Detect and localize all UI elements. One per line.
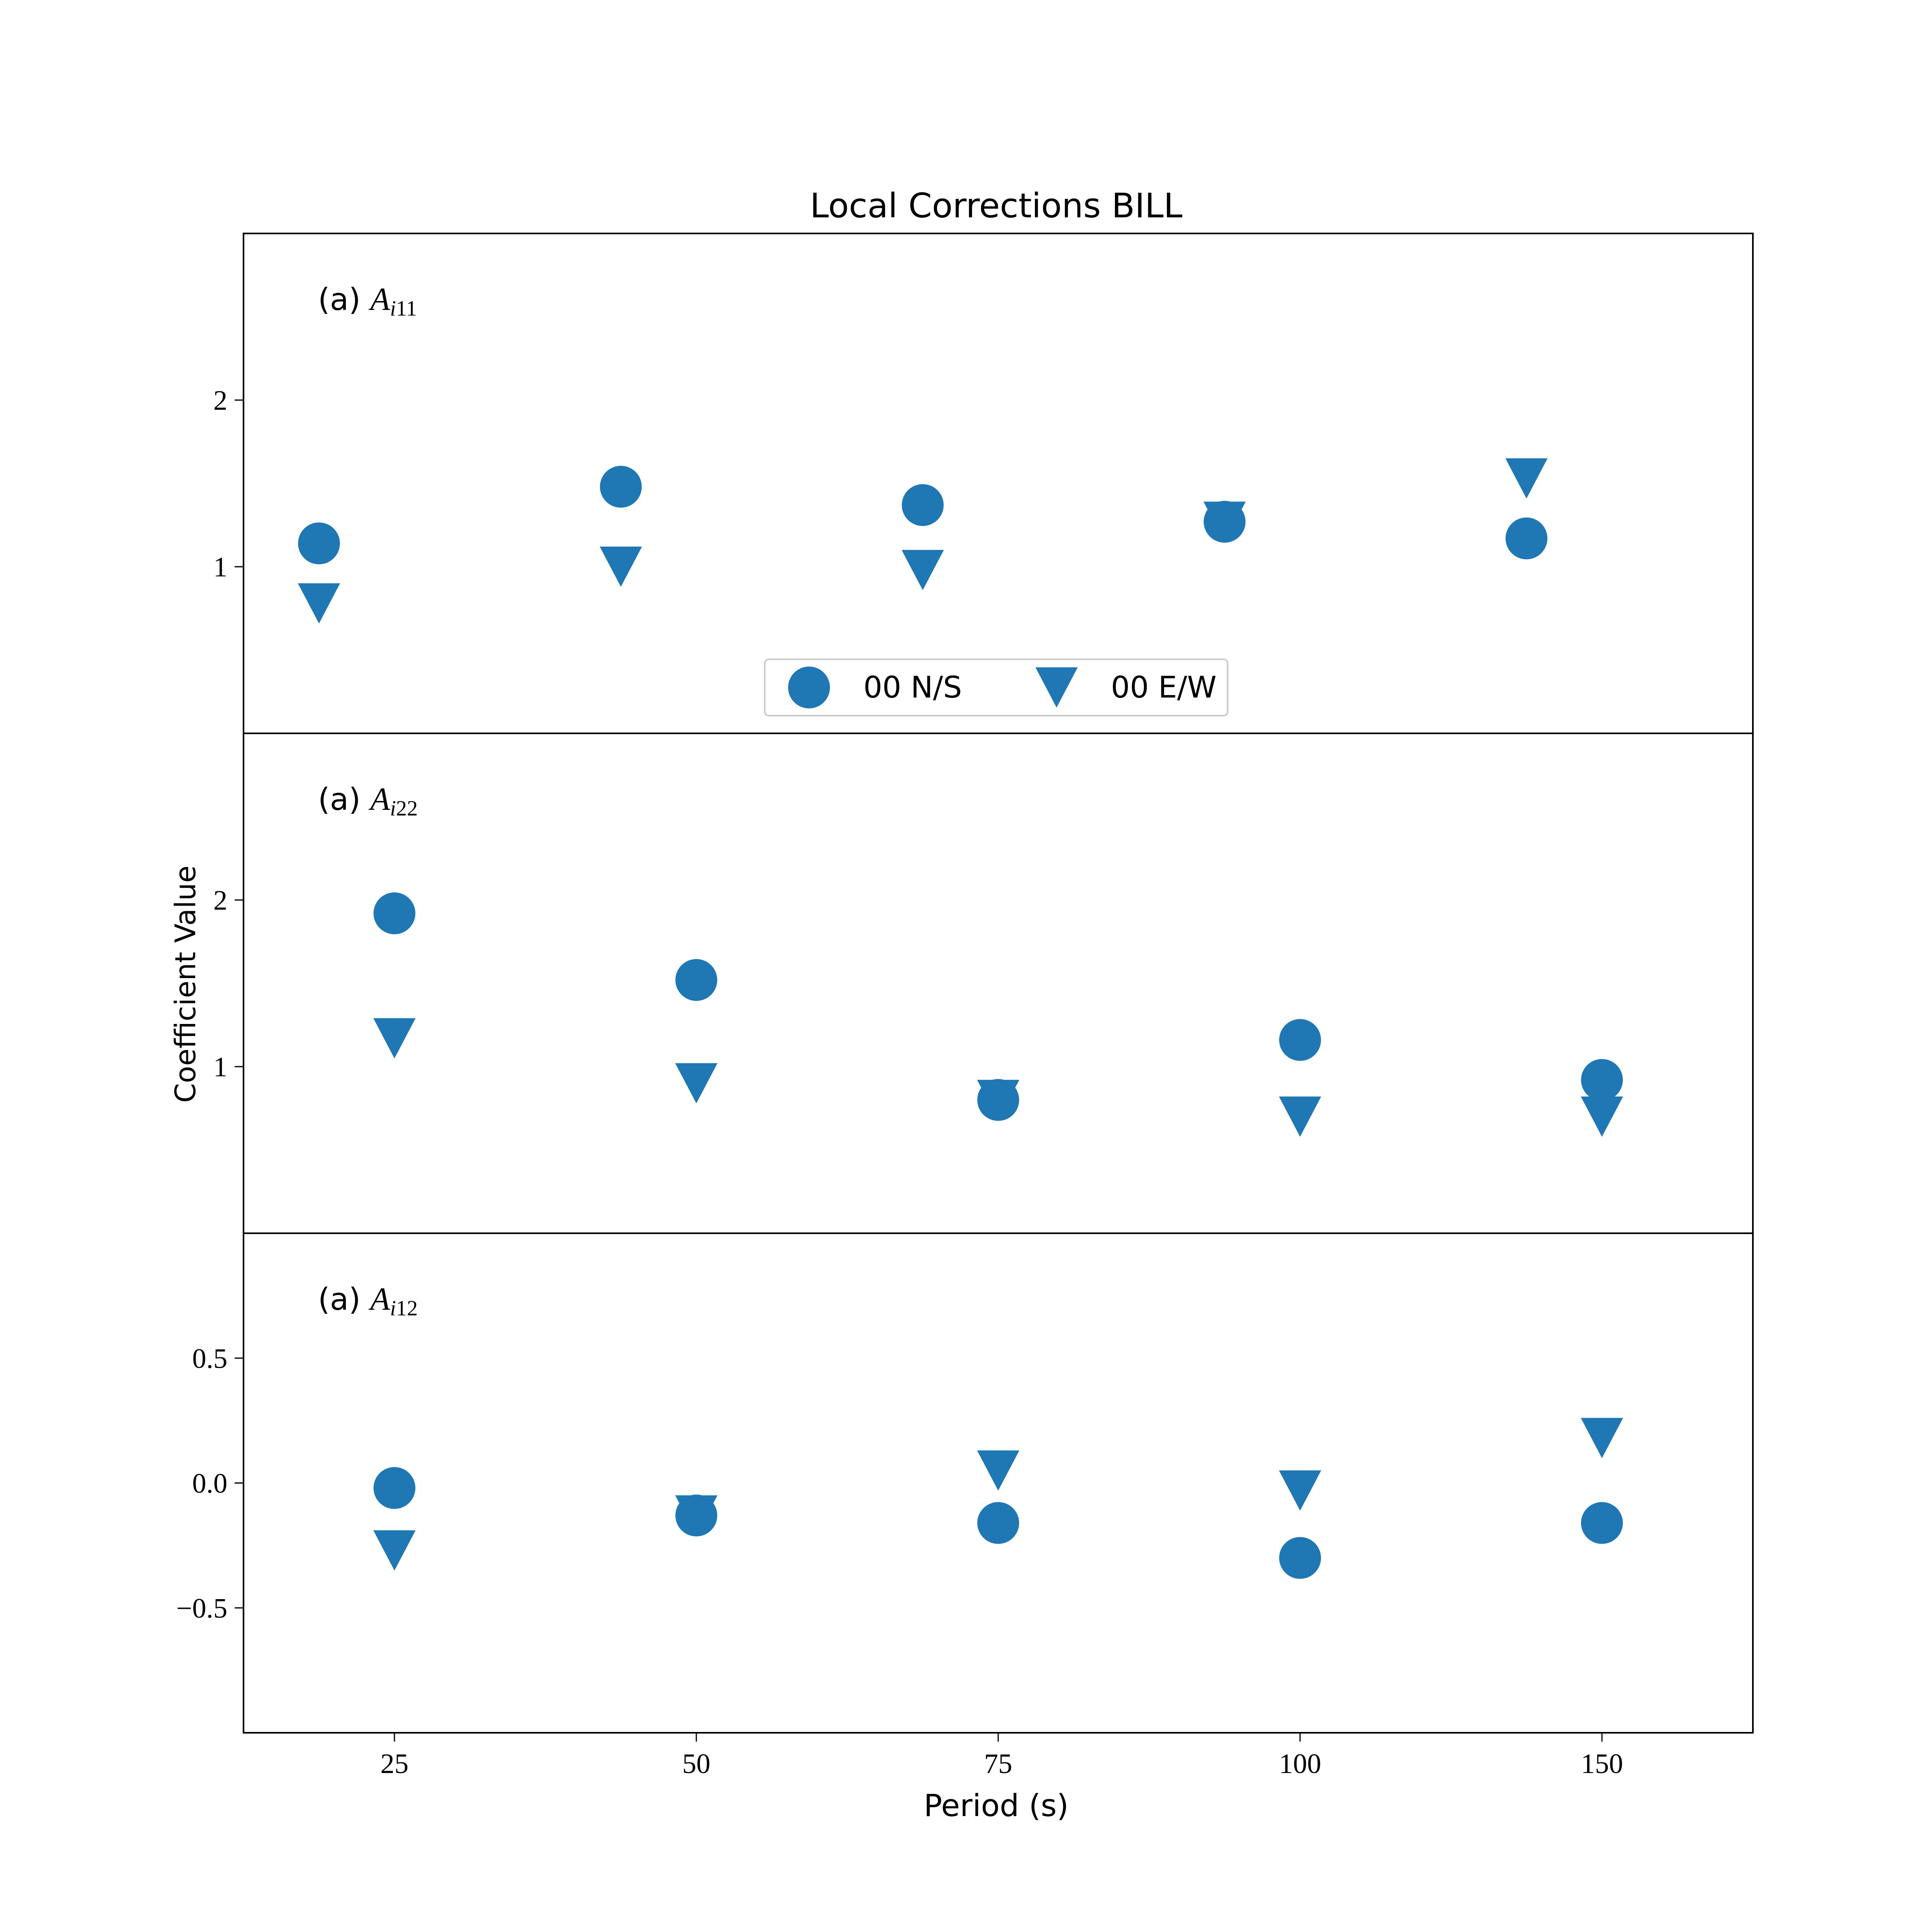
- ns-point-i12-100: [1279, 1537, 1321, 1579]
- panel-label-subscript-index: i: [390, 796, 396, 820]
- panel-i11: 1 2 (a) Ai11: [213, 233, 1754, 734]
- y-tick-label: 0.0: [192, 1468, 228, 1499]
- markers-i11: [298, 458, 1548, 624]
- panel-i22: 1 2 (a) Ai22: [213, 733, 1754, 1234]
- panel-label-prefix: (a): [318, 281, 370, 317]
- panel-label-subscript-index: i: [390, 1296, 396, 1320]
- legend-label: 00 E/W: [1111, 670, 1217, 705]
- ew-point-i11-25: [298, 583, 340, 624]
- legend-box: [764, 658, 1228, 716]
- x-tick-label: 75: [984, 1748, 1012, 1779]
- markers-i22: [373, 892, 1623, 1137]
- panel-i12: −0.5 0.0 0.5 (a) Ai12: [176, 1232, 1754, 1734]
- panel-label-variable: A: [368, 782, 390, 817]
- ew-point-i11-75: [902, 550, 944, 590]
- ns-point-i12-75: [977, 1502, 1019, 1544]
- ns-point-i11-50: [600, 466, 642, 508]
- ns-point-i11-75: [902, 484, 944, 526]
- x-tick-label: 100: [1279, 1748, 1321, 1779]
- ew-point-i22-150: [1581, 1096, 1623, 1137]
- legend-ew-marker: [1035, 667, 1078, 708]
- y-tick-label: 1: [213, 552, 227, 583]
- x-tick-label: 150: [1581, 1748, 1623, 1779]
- ew-point-i22-25: [373, 1018, 416, 1059]
- chart-title: Local Corrections BILL: [810, 186, 1183, 225]
- ns-point-i22-25: [374, 892, 415, 935]
- panel-label-subscript-digits: 12: [396, 1296, 418, 1320]
- ns-point-i22-50: [675, 959, 717, 1001]
- x-tick-label: 50: [682, 1748, 710, 1779]
- x-tick-label: 25: [380, 1748, 409, 1779]
- y-tick-label: 0.5: [192, 1343, 228, 1374]
- ns-point-i12-25: [374, 1467, 415, 1509]
- ew-point-i22-75: [977, 1080, 1020, 1120]
- ew-point-i11-50: [600, 547, 642, 587]
- panel-label-subscript-digits: 11: [396, 296, 417, 320]
- legend: 00 N/S 00 E/W: [764, 658, 1228, 716]
- markers-i12: [373, 1418, 1623, 1579]
- panel-label-i22: (a) Ai22: [318, 781, 418, 820]
- ew-point-i12-50: [675, 1495, 718, 1536]
- ns-point-i22-100: [1279, 1019, 1321, 1061]
- panel-label-variable: A: [368, 1282, 390, 1317]
- x-axis: 25 50 75 100 150: [380, 1733, 1623, 1779]
- panel-label-i12: (a) Ai12: [318, 1281, 418, 1320]
- ew-point-i12-150: [1581, 1418, 1623, 1458]
- ns-point-i11-150: [1505, 517, 1548, 559]
- y-axis-label: Coefficient Value: [169, 865, 202, 1103]
- ew-point-i22-50: [675, 1063, 718, 1104]
- ew-point-i12-75: [977, 1450, 1020, 1491]
- panel-label-subscript: i12: [390, 1296, 418, 1320]
- ns-point-i11-25: [298, 522, 340, 565]
- panel-label-prefix: (a): [318, 781, 370, 817]
- x-axis-label: Period (s): [924, 1788, 1069, 1823]
- y-tick-label: 1: [213, 1052, 227, 1083]
- legend-label: 00 N/S: [863, 670, 962, 705]
- y-tick-label: −0.5: [176, 1593, 227, 1624]
- ew-point-i12-100: [1279, 1470, 1321, 1511]
- y-tick-label: 2: [213, 385, 227, 416]
- ns-point-i12-150: [1581, 1502, 1623, 1544]
- panel-label-subscript: i11: [390, 296, 417, 320]
- panel-label-subscript-index: i: [390, 296, 396, 320]
- ew-point-i11-150: [1505, 458, 1548, 499]
- ns-point-i22-150: [1581, 1059, 1623, 1101]
- ew-point-i11-100: [1203, 502, 1246, 542]
- y-tick-label: 2: [213, 885, 227, 916]
- panel-label-i11: (a) Ai11: [318, 281, 417, 320]
- ew-point-i12-25: [373, 1530, 416, 1571]
- ew-point-i22-100: [1279, 1096, 1321, 1137]
- panel-label-subscript-digits: 22: [396, 796, 418, 820]
- panel-label-subscript: i22: [390, 796, 418, 820]
- panel-label-variable: A: [368, 282, 390, 317]
- legend-ns-marker: [788, 667, 830, 708]
- panel-label-prefix: (a): [318, 1281, 370, 1317]
